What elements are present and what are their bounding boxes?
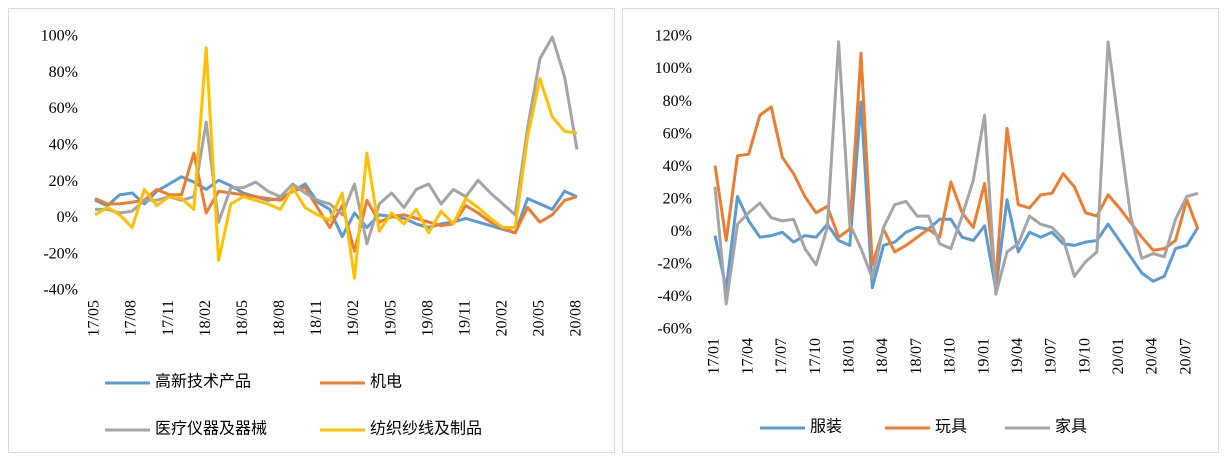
y-tick-label: 0%	[671, 223, 692, 240]
x-tick-label: 20/04	[1144, 338, 1161, 374]
x-tick-label: 18/02	[197, 300, 214, 336]
x-tick-label: 18/05	[234, 300, 251, 336]
y-tick-label: 20%	[663, 190, 692, 207]
x-tick-label: 20/08	[568, 300, 585, 336]
x-tick-label: 17/08	[123, 300, 140, 336]
y-tick-label: 100%	[41, 28, 78, 45]
legend-label: 家具	[1055, 418, 1087, 436]
x-tick-label: 20/05	[531, 300, 548, 336]
x-tick-label: 19/07	[1043, 338, 1060, 374]
y-tick-label: -20%	[657, 256, 692, 273]
series-line	[94, 46, 578, 280]
y-tick-label: -40%	[657, 288, 692, 305]
y-tick-label: 100%	[655, 60, 692, 77]
y-tick-label: 40%	[663, 158, 692, 175]
series-line	[713, 51, 1200, 283]
y-tick-label: 20%	[49, 173, 78, 190]
right-panel	[622, 8, 1219, 453]
y-tick-label: -60%	[657, 321, 692, 338]
x-tick-label: 18/08	[271, 300, 288, 336]
y-tick-label: 60%	[49, 100, 78, 117]
y-tick-label: -40%	[43, 282, 78, 299]
y-tick-label: 80%	[663, 93, 692, 110]
x-tick-label: 20/01	[1110, 338, 1127, 374]
legend-label: 纺织纱线及制品	[370, 420, 482, 438]
x-tick-label: 20/07	[1177, 338, 1194, 374]
y-tick-label: 40%	[49, 137, 78, 154]
legend-label: 玩具	[935, 419, 967, 436]
legend-label: 医疗仪器及器械	[155, 420, 267, 438]
x-tick-label: 19/08	[419, 300, 436, 336]
x-tick-label: 19/11	[456, 300, 473, 336]
left-panel	[8, 8, 615, 453]
legend-label: 服装	[810, 418, 842, 436]
x-tick-label: 19/04	[1009, 338, 1026, 374]
y-tick-label: 120%	[655, 28, 692, 45]
x-tick-label: 19/02	[345, 300, 362, 336]
x-tick-label: 17/07	[773, 338, 790, 374]
legend-label: 高新技术产品	[155, 373, 251, 391]
series-line	[94, 175, 578, 239]
x-tick-label: 17/01	[706, 338, 723, 374]
series-line	[713, 40, 1199, 306]
x-tick-label: 18/10	[942, 338, 959, 374]
x-tick-label: 19/01	[975, 338, 992, 374]
x-tick-label: 18/11	[308, 300, 325, 336]
x-tick-label: 19/10	[1076, 338, 1093, 374]
x-tick-label: 17/10	[807, 338, 824, 374]
x-tick-label: 17/04	[739, 338, 756, 374]
x-tick-label: 17/05	[86, 300, 103, 336]
x-tick-label: 19/05	[382, 300, 399, 336]
x-tick-label: 18/07	[908, 338, 925, 374]
x-tick-label: 20/02	[494, 300, 511, 336]
y-tick-label: 80%	[49, 64, 78, 81]
legend-label: 机电	[370, 373, 402, 391]
x-tick-label: 18/01	[840, 338, 857, 374]
x-tick-label: 17/11	[160, 300, 177, 336]
y-tick-label: 60%	[663, 125, 692, 142]
y-tick-label: 0%	[57, 209, 78, 226]
y-tick-label: -20%	[43, 245, 78, 262]
x-tick-label: 18/04	[874, 338, 891, 374]
